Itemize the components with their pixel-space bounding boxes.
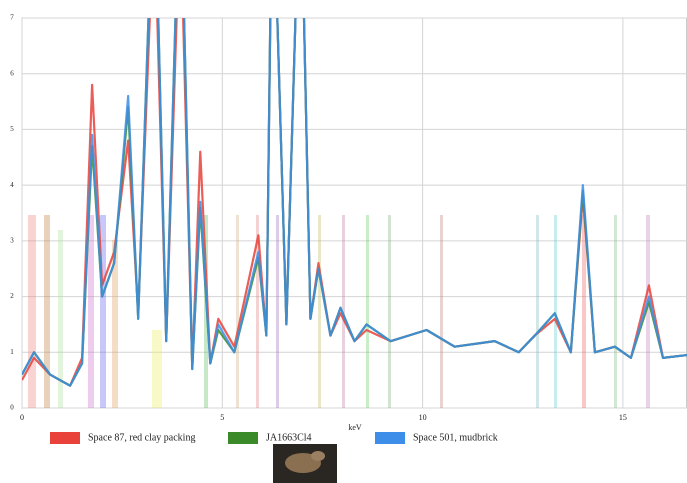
y-tick-label: 1 (10, 348, 14, 356)
y-tick-label: 6 (10, 69, 14, 77)
legend-label: JA1663Cl4 (266, 432, 312, 443)
x-tick-label: 5 (220, 413, 224, 422)
y-tick-label: 4 (10, 181, 14, 189)
plot-area (22, 18, 687, 408)
legend-swatch (50, 432, 80, 444)
y-tick-label: 2 (10, 292, 14, 300)
x-axis-label: keV (348, 423, 362, 432)
y-tick-label: 0 (10, 404, 14, 412)
legend-swatch (228, 432, 258, 444)
legend-label: Space 87, red clay packing (88, 432, 195, 443)
sample-thumbnail (273, 444, 337, 483)
x-tick-label: 0 (20, 413, 24, 422)
x-tick-label: 15 (619, 413, 627, 422)
y-tick-label: 3 (10, 236, 14, 244)
legend-label: Space 501, mudbrick (413, 432, 498, 443)
chart: keV 0 1 2 3 4 5 6 7 0 5 10 15 Space 87, red clay pac… (0, 0, 687, 483)
y-tick-label: 5 (10, 125, 14, 133)
y-tick-label: 7 (10, 14, 14, 22)
x-tick-label: 10 (419, 413, 427, 422)
legend-swatch (375, 432, 405, 444)
